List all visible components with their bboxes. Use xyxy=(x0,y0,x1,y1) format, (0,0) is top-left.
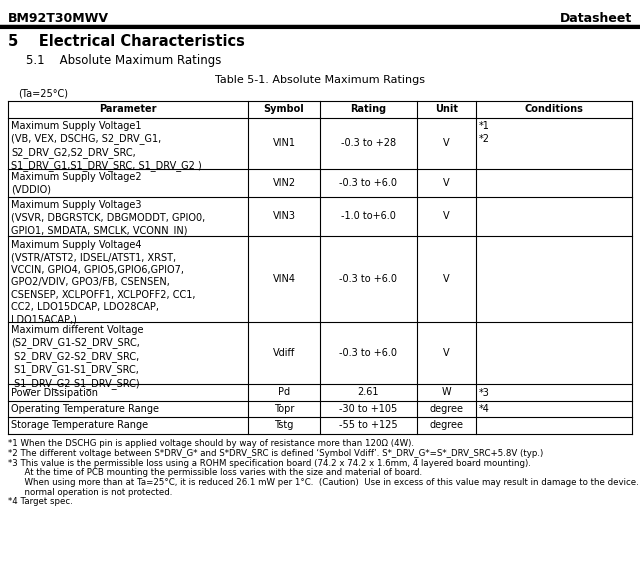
Text: VIN2: VIN2 xyxy=(273,177,296,187)
Text: Conditions: Conditions xyxy=(525,104,584,114)
Text: V: V xyxy=(443,348,450,358)
Text: *4 Target spec.: *4 Target spec. xyxy=(8,497,73,506)
Text: -1.0 to+6.0: -1.0 to+6.0 xyxy=(341,211,396,221)
Text: -0.3 to +28: -0.3 to +28 xyxy=(340,138,396,148)
Text: Topr: Topr xyxy=(274,404,294,414)
Text: *1
*2: *1 *2 xyxy=(479,121,490,143)
Text: BM92T30MWV: BM92T30MWV xyxy=(8,12,109,25)
Text: -0.3 to +6.0: -0.3 to +6.0 xyxy=(339,177,397,187)
Text: VIN4: VIN4 xyxy=(273,274,296,284)
Text: -0.3 to +6.0: -0.3 to +6.0 xyxy=(339,348,397,358)
Text: Rating: Rating xyxy=(350,104,387,114)
Text: Datasheet: Datasheet xyxy=(560,12,632,25)
Text: 5.1    Absolute Maximum Ratings: 5.1 Absolute Maximum Ratings xyxy=(26,54,221,67)
Text: Maximum Supply Voltage4
(VSTR/ATST2, IDSEL/ATST1, XRST,
VCCIN, GPIO4, GPIO5,GPIO: Maximum Supply Voltage4 (VSTR/ATST2, IDS… xyxy=(11,239,195,325)
Text: -30 to +105: -30 to +105 xyxy=(339,404,397,414)
Text: degree: degree xyxy=(429,420,463,430)
Text: Unit: Unit xyxy=(435,104,458,114)
Text: Pd: Pd xyxy=(278,387,290,397)
Text: Maximum Supply Voltage2
(VDDIO): Maximum Supply Voltage2 (VDDIO) xyxy=(11,172,141,195)
Text: Maximum different Voltage
(S2_DRV_G1-S2_DRV_SRC,
 S2_DRV_G2-S2_DRV_SRC,
 S1_DRV_: Maximum different Voltage (S2_DRV_G1-S2_… xyxy=(11,325,143,389)
Text: V: V xyxy=(443,177,450,187)
Text: VIN3: VIN3 xyxy=(273,211,296,221)
Text: Power Dissipation: Power Dissipation xyxy=(11,387,98,398)
Text: Table 5-1. Absolute Maximum Ratings: Table 5-1. Absolute Maximum Ratings xyxy=(215,75,425,85)
Text: Vdiff: Vdiff xyxy=(273,348,295,358)
Text: *2 The different voltage between S*DRV_G* and S*DRV_SRC is defined ‘Symbol Vdiff: *2 The different voltage between S*DRV_G… xyxy=(8,449,543,458)
Text: V: V xyxy=(443,274,450,284)
Text: 2.61: 2.61 xyxy=(358,387,379,397)
Text: Operating Temperature Range: Operating Temperature Range xyxy=(11,404,159,414)
Text: Tstg: Tstg xyxy=(275,420,294,430)
Text: VIN1: VIN1 xyxy=(273,138,296,148)
Text: normal operation is not protected.: normal operation is not protected. xyxy=(8,488,172,497)
Text: At the time of PCB mounting the permissible loss varies with the size and materi: At the time of PCB mounting the permissi… xyxy=(8,468,422,477)
Text: Parameter: Parameter xyxy=(99,104,157,114)
Text: When using more than at Ta=25°C, it is reduced 26.1 mW per 1°C.  (Caution)  Use : When using more than at Ta=25°C, it is r… xyxy=(8,478,640,487)
Text: V: V xyxy=(443,138,450,148)
Text: *1 When the DSCHG pin is applied voltage should by way of resistance more than 1: *1 When the DSCHG pin is applied voltage… xyxy=(8,439,414,449)
Text: Maximum Supply Voltage1
(VB, VEX, DSCHG, S2_DRV_G1,
S2_DRV_G2,S2_DRV_SRC,
S1_DRV: Maximum Supply Voltage1 (VB, VEX, DSCHG,… xyxy=(11,121,202,172)
Text: *3: *3 xyxy=(479,387,490,398)
Text: V: V xyxy=(443,211,450,221)
Text: Maximum Supply Voltage3
(VSVR, DBGRSTCK, DBGMODDT, GPIO0,
GPIO1, SMDATA, SMCLK, : Maximum Supply Voltage3 (VSVR, DBGRSTCK,… xyxy=(11,200,205,236)
Text: *4: *4 xyxy=(479,404,490,414)
Text: Symbol: Symbol xyxy=(264,104,305,114)
Text: -55 to +125: -55 to +125 xyxy=(339,420,397,430)
Text: *3 This value is the permissible loss using a ROHM specification board (74.2 x 7: *3 This value is the permissible loss us… xyxy=(8,459,531,468)
Text: (Ta=25°C): (Ta=25°C) xyxy=(18,89,68,99)
Text: -0.3 to +6.0: -0.3 to +6.0 xyxy=(339,274,397,284)
Text: degree: degree xyxy=(429,404,463,414)
Text: W: W xyxy=(442,387,451,397)
Text: Storage Temperature Range: Storage Temperature Range xyxy=(11,421,148,431)
Text: 5    Electrical Characteristics: 5 Electrical Characteristics xyxy=(8,34,245,49)
